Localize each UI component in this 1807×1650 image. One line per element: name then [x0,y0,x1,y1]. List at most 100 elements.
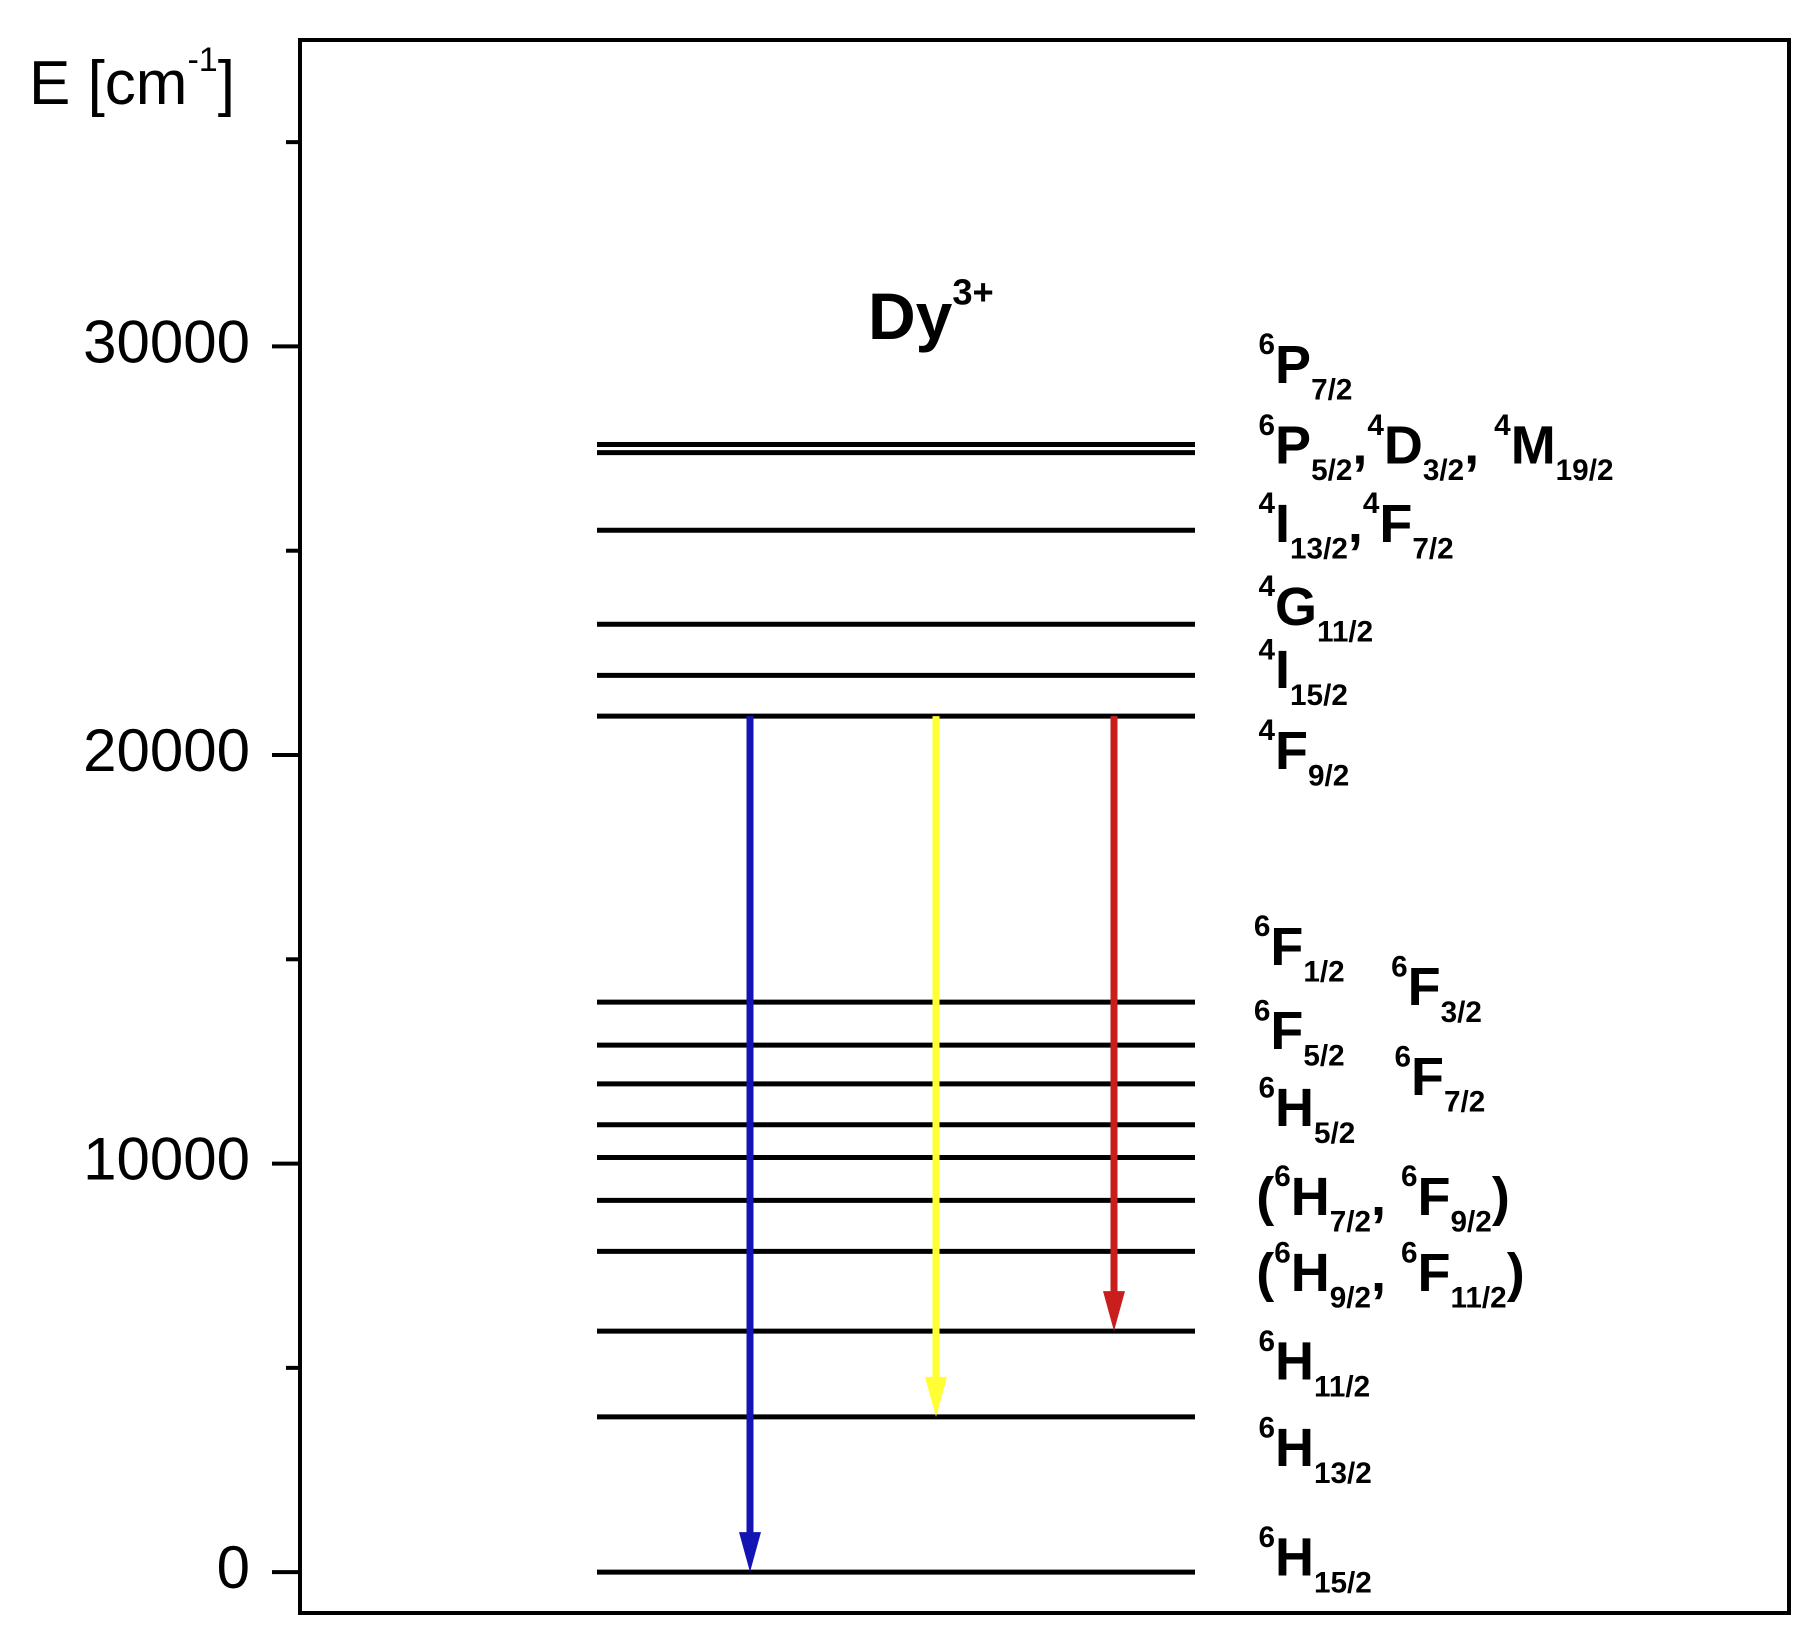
level-label-text: G [1275,577,1317,637]
level-label-sub: 9/2 [1451,1205,1492,1238]
level-label-text: , [1352,416,1367,476]
y-tick-label: 20000 [83,717,250,784]
level-label-text: M [1511,416,1556,476]
level-label-sub: 11/2 [1317,615,1373,648]
chart-title-sup: 3+ [952,271,993,312]
level-label: 6F7/2 [1395,1040,1486,1118]
level-label-sup: 4 [1494,409,1511,442]
level-label-text: F [1418,1167,1451,1227]
arrow-head [925,1376,947,1417]
level-label-sup: 6 [1254,994,1271,1027]
level-label-text: F [1408,957,1441,1017]
level-label-sub: 5/2 [1311,454,1352,487]
level-label-text: , [1464,416,1494,476]
level-label-sup: 4 [1367,409,1384,442]
level-label-sub: 13/2 [1314,1457,1372,1490]
level-label-text: ( [1256,1167,1274,1227]
level-label-text: ( [1256,1243,1274,1303]
level-label-sup: 4 [1259,714,1276,747]
level-label-text: , [1371,1167,1401,1227]
level-label-sub: 3/2 [1423,454,1464,487]
level-label: 6F5/2 [1254,994,1345,1072]
transition-arrow [1103,716,1125,1332]
level-label: 6H5/2 [1259,1071,1356,1149]
level-label-sup: 6 [1274,1160,1291,1193]
level-label: (6H9/2, 6F11/2) [1256,1236,1524,1314]
level-label: 4G11/2 [1259,570,1374,648]
level-label-text: H [1291,1243,1330,1303]
level-label-sup: 6 [1259,1071,1276,1104]
level-label-sup: 6 [1401,1160,1418,1193]
level-label-sup: 6 [1391,950,1408,983]
level-label-text: ) [1492,1167,1510,1227]
level-label-sub: 11/2 [1451,1281,1507,1314]
arrow-head [739,1532,761,1573]
level-label-text: F [1418,1243,1451,1303]
plot-frame [298,38,1791,1615]
level-label-sup: 6 [1259,1411,1276,1444]
level-label: 6P7/2 [1259,328,1353,406]
level-label-sub: 19/2 [1556,454,1614,487]
level-label-text: , [1348,494,1363,554]
level-label-text: H [1291,1167,1330,1227]
level-label-sub: 7/2 [1412,532,1453,565]
level-label: 6H11/2 [1259,1325,1371,1403]
level-label-text: D [1384,416,1423,476]
level-label: 6F1/2 [1254,910,1345,988]
y-axis-label: E [cm-1] [29,41,235,118]
level-label-sub: 7/2 [1311,373,1352,406]
level-label: 4I15/2 [1259,633,1348,711]
level-label-text: H [1275,1078,1314,1138]
level-label-sup: 6 [1259,328,1276,361]
y-axis-label-sup: -1 [187,41,217,79]
transition-arrow [925,716,947,1417]
chart-title: Dy3+ [868,271,994,354]
level-label-text: F [1270,1001,1303,1061]
level-label-sub: 15/2 [1290,679,1348,712]
transition-arrow [739,716,761,1573]
level-label-sup: 6 [1259,1521,1276,1554]
level-label-text: ) [1507,1243,1525,1303]
y-tick-label: 30000 [83,308,250,375]
y-tick-label: 0 [217,1534,250,1601]
y-axis-label-text: E [cm [29,49,187,118]
level-label-text: F [1270,917,1303,977]
level-label-sub: 11/2 [1314,1370,1370,1403]
level-label: 6H13/2 [1259,1411,1372,1489]
level-label-sup: 6 [1274,1236,1291,1269]
y-axis-label-text: ] [218,49,235,118]
level-label-text: F [1379,494,1412,554]
level-label-text: P [1275,416,1311,476]
arrow-head [1103,1291,1125,1332]
level-label-sup: 4 [1259,633,1276,666]
level-label-sub: 7/2 [1330,1205,1371,1238]
level-label-sub: 13/2 [1290,532,1348,565]
level-label-sup: 6 [1254,910,1271,943]
level-label: 4F9/2 [1259,714,1350,792]
level-label-sup: 6 [1259,409,1276,442]
level-label-sub: 7/2 [1444,1086,1485,1119]
level-label-text: H [1275,1332,1314,1392]
level-label-sup: 6 [1401,1236,1418,1269]
level-label-text: F [1411,1047,1444,1107]
level-label-sup: 4 [1259,487,1276,520]
level-label-sup: 4 [1363,487,1380,520]
y-tick-label: 10000 [83,1125,250,1192]
level-label-sub: 3/2 [1441,996,1482,1029]
level-label-text: I [1275,494,1290,554]
level-label-text: H [1275,1418,1314,1478]
level-label-text: F [1275,721,1308,781]
level-label-sup: 6 [1259,1325,1276,1358]
level-label-sup: 4 [1259,570,1276,603]
level-label-sub: 9/2 [1330,1281,1371,1314]
level-label-sub: 5/2 [1314,1117,1355,1150]
level-label-text: H [1275,1528,1314,1588]
chart-title-text: Dy [868,279,953,353]
level-label-sub: 9/2 [1308,759,1349,792]
level-label: 4I13/2,4F7/2 [1259,487,1454,565]
level-label-sub: 15/2 [1314,1566,1372,1599]
level-label-sup: 6 [1395,1040,1412,1073]
level-label-text: P [1275,335,1311,395]
level-label: 6H15/2 [1259,1521,1372,1599]
